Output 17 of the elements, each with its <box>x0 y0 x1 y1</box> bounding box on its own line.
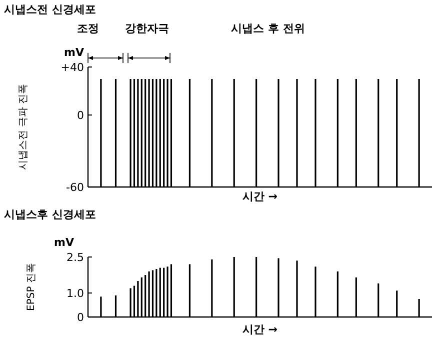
y-tick-label: -60 <box>66 181 84 194</box>
y-tick-label: 0 <box>77 109 84 122</box>
text: mV <box>54 236 74 249</box>
y-tick-label: 1.0 <box>66 287 84 300</box>
text: 시냅스 후 전위 <box>231 22 305 35</box>
chart-title: 시냅스전 신경세포 <box>4 3 96 16</box>
text: 강한자극 <box>125 22 169 35</box>
x-axis-title: 시간 → <box>242 190 278 203</box>
y-tick-label: 0 <box>77 311 84 324</box>
y-tick-label: 2.5 <box>66 251 84 264</box>
y-axis-title: 시냅스전 극파 진폭 <box>18 84 29 170</box>
x-axis-title: 시간 → <box>242 323 278 336</box>
text: mV <box>64 46 84 59</box>
text: 조정 <box>77 22 99 35</box>
y-axis-title: EPSP 진폭 <box>26 263 37 311</box>
chart-title: 시냅스후 신경세포 <box>4 208 96 221</box>
y-tick-label: +40 <box>60 61 84 74</box>
